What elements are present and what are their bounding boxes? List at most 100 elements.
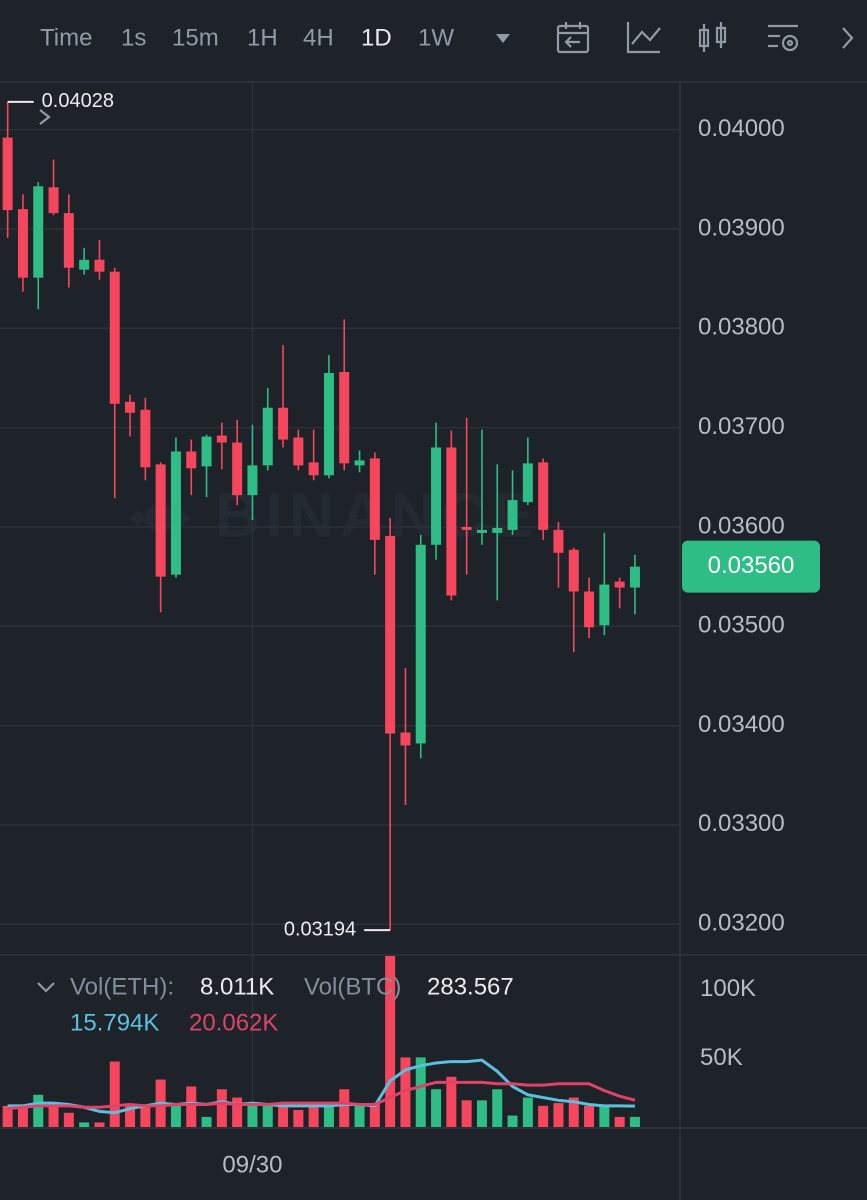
candle-body bbox=[400, 732, 411, 746]
toolbar-next[interactable] bbox=[842, 27, 854, 49]
volume-bar bbox=[568, 1097, 579, 1128]
interval-tab[interactable]: 4H bbox=[303, 24, 334, 51]
candle-body bbox=[584, 591, 595, 628]
candle-body bbox=[33, 186, 44, 278]
volume-bar bbox=[385, 955, 396, 1128]
candle-body bbox=[201, 436, 212, 467]
volume-bar bbox=[186, 1086, 197, 1128]
indicator-icon[interactable] bbox=[626, 22, 661, 54]
volume-bar bbox=[369, 1103, 380, 1128]
candle-body bbox=[599, 584, 610, 626]
volume-bar bbox=[48, 1105, 59, 1128]
interval-tab[interactable]: Time bbox=[40, 24, 92, 51]
candle-body bbox=[2, 137, 13, 211]
volume-bar bbox=[553, 1103, 564, 1128]
vol-eth-label: Vol(ETH): bbox=[70, 973, 174, 1000]
candle-body bbox=[568, 549, 579, 592]
volume-bar bbox=[278, 1105, 289, 1128]
volume-bar bbox=[293, 1110, 304, 1128]
candle-body bbox=[492, 527, 503, 533]
volume-bar bbox=[94, 1122, 105, 1128]
volume-bar bbox=[63, 1112, 74, 1128]
volume-bar bbox=[522, 1097, 533, 1128]
candle-body bbox=[232, 442, 243, 496]
candle-body bbox=[170, 451, 181, 575]
volume-bar bbox=[476, 1100, 487, 1128]
volume-bar bbox=[629, 1116, 640, 1128]
candle-body bbox=[63, 213, 74, 268]
candle-body bbox=[125, 401, 136, 413]
volume-bar bbox=[339, 1089, 350, 1128]
candle-body bbox=[629, 566, 640, 588]
candle-body bbox=[446, 447, 457, 596]
volume-bar bbox=[308, 1105, 319, 1128]
volume-bar bbox=[262, 1105, 273, 1128]
legend-entry: 15.794K bbox=[70, 1009, 159, 1036]
y-tick-label: 100K bbox=[700, 975, 756, 1002]
candle-body bbox=[461, 526, 472, 530]
toolbar: Time 1s 15m 1H 4H 1D 1W bbox=[40, 24, 454, 51]
y-tick-label: 0.03700 bbox=[698, 413, 785, 440]
y-tick-label: 0.03500 bbox=[698, 612, 785, 639]
y-tick-label: 0.03600 bbox=[698, 512, 785, 539]
candle-body bbox=[247, 465, 258, 496]
candle-body bbox=[507, 500, 518, 530]
candle-body bbox=[385, 535, 396, 734]
volume-bar bbox=[431, 1089, 442, 1128]
candle-body bbox=[522, 463, 533, 503]
volume-bar bbox=[461, 1100, 472, 1128]
volume-bar bbox=[2, 1105, 13, 1128]
axes: 0.03200 0.03300 0.03400 0.03500 0.03600 0.037… bbox=[222, 115, 820, 1178]
volume-bar bbox=[216, 1089, 227, 1128]
interval-tab[interactable]: 1D bbox=[361, 24, 392, 51]
volume-toggle[interactable] bbox=[37, 982, 55, 993]
volume-bar bbox=[354, 1105, 365, 1128]
candle-body bbox=[262, 407, 273, 466]
volume-bars bbox=[2, 955, 640, 1128]
candle-body bbox=[79, 259, 90, 270]
vol-btc-value: 283.567 bbox=[427, 973, 514, 1000]
high-label: 0.04028 bbox=[42, 90, 114, 112]
volume-bar bbox=[33, 1094, 44, 1128]
volume-bar bbox=[507, 1115, 518, 1128]
candle-body bbox=[293, 437, 304, 466]
collapse-toggle[interactable] bbox=[39, 109, 51, 125]
candle-body bbox=[216, 435, 227, 443]
interval-tab[interactable]: 1s bbox=[121, 24, 146, 51]
candle-body bbox=[186, 451, 197, 469]
y-tick-label: 0.03200 bbox=[698, 910, 785, 937]
candle-type-icon[interactable] bbox=[698, 22, 727, 52]
volume-bar bbox=[17, 1105, 28, 1128]
volume-bar bbox=[247, 1105, 258, 1128]
interval-tab[interactable]: 1W bbox=[418, 24, 454, 51]
volume-bar bbox=[323, 1105, 334, 1128]
volume-ma-line bbox=[7, 1058, 635, 1115]
volume-bar bbox=[614, 1116, 625, 1128]
y-tick-label: 0.03400 bbox=[698, 711, 785, 738]
candle-body bbox=[354, 460, 365, 466]
candle-body bbox=[308, 462, 319, 476]
volume-bar bbox=[109, 1061, 120, 1128]
y-tick-label: 50K bbox=[700, 1044, 743, 1071]
calendar-icon[interactable] bbox=[556, 22, 590, 54]
vol-btc-label: Vol(BTC) bbox=[304, 973, 401, 1000]
candle-body bbox=[48, 187, 59, 214]
volume-bar bbox=[79, 1122, 90, 1128]
more-intervals[interactable] bbox=[496, 34, 510, 43]
candle-body bbox=[431, 447, 442, 545]
last-price-tag bbox=[682, 540, 820, 593]
interval-tab[interactable]: 15m bbox=[172, 24, 219, 51]
candle-body bbox=[109, 271, 120, 404]
settings-icon[interactable] bbox=[768, 24, 799, 52]
volume-bar bbox=[492, 1089, 503, 1128]
y-tick-label: 0.03900 bbox=[698, 214, 785, 241]
candle-body bbox=[476, 529, 487, 533]
x-tick-label: 09/30 bbox=[222, 1151, 282, 1178]
legend-entry: 20.062K bbox=[189, 1009, 278, 1036]
candle-body bbox=[553, 529, 564, 553]
candle-body bbox=[94, 259, 105, 272]
interval-tab[interactable]: 1H bbox=[247, 24, 278, 51]
candle-body bbox=[614, 581, 625, 588]
